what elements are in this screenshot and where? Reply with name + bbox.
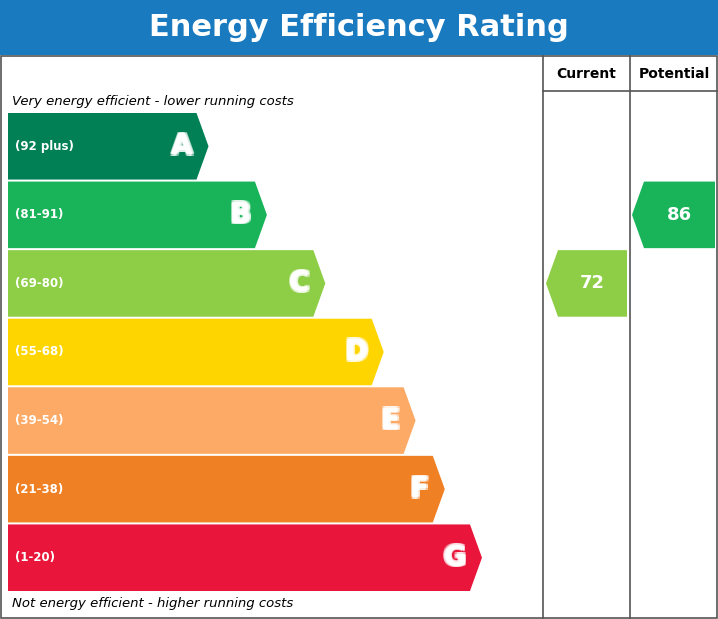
- Text: C: C: [291, 271, 311, 299]
- Text: B: B: [230, 202, 251, 230]
- Text: A: A: [171, 131, 192, 159]
- Text: (81-91): (81-91): [15, 209, 63, 222]
- Text: E: E: [382, 408, 401, 436]
- Text: D: D: [343, 338, 366, 366]
- Text: C: C: [287, 271, 308, 299]
- Text: A: A: [172, 134, 194, 162]
- Text: (1-20): (1-20): [15, 551, 55, 564]
- Text: A: A: [169, 134, 191, 162]
- Text: E: E: [381, 407, 400, 435]
- Text: B: B: [228, 199, 249, 227]
- Text: (21-38): (21-38): [15, 483, 63, 496]
- Text: F: F: [411, 474, 430, 501]
- Polygon shape: [632, 181, 715, 248]
- Text: G: G: [443, 542, 466, 570]
- Text: (92 plus): (92 plus): [15, 140, 74, 153]
- Text: B: B: [231, 201, 253, 229]
- Text: F: F: [411, 477, 430, 504]
- Text: C: C: [289, 271, 309, 299]
- Text: A: A: [171, 134, 192, 162]
- Text: 72: 72: [580, 274, 605, 292]
- Text: F: F: [411, 475, 430, 503]
- Text: E: E: [379, 407, 398, 435]
- Text: C: C: [287, 268, 308, 296]
- Text: A: A: [172, 132, 194, 160]
- Text: E: E: [382, 405, 401, 433]
- Text: G: G: [444, 542, 467, 570]
- Polygon shape: [8, 113, 208, 180]
- Text: C: C: [291, 268, 311, 296]
- Text: C: C: [289, 268, 309, 296]
- Text: D: D: [343, 339, 366, 368]
- Text: (69-80): (69-80): [15, 277, 63, 290]
- Text: D: D: [345, 338, 368, 366]
- Text: Not energy efficient - higher running costs: Not energy efficient - higher running co…: [12, 597, 293, 610]
- Text: C: C: [289, 269, 309, 297]
- Text: A: A: [169, 132, 191, 160]
- Text: G: G: [443, 545, 466, 573]
- Text: C: C: [287, 269, 308, 297]
- Polygon shape: [8, 181, 267, 248]
- Text: C: C: [291, 269, 311, 297]
- Text: E: E: [379, 408, 398, 436]
- Text: G: G: [442, 542, 465, 570]
- Text: A: A: [169, 131, 191, 159]
- Text: Very energy efficient - lower running costs: Very energy efficient - lower running co…: [12, 95, 294, 108]
- Text: F: F: [410, 475, 429, 503]
- Text: B: B: [231, 199, 253, 227]
- Text: 86: 86: [667, 206, 692, 224]
- Text: B: B: [231, 202, 253, 230]
- Text: G: G: [443, 543, 466, 572]
- Text: E: E: [381, 405, 400, 433]
- Text: F: F: [409, 477, 427, 504]
- Text: Energy Efficiency Rating: Energy Efficiency Rating: [149, 13, 569, 42]
- Text: E: E: [379, 405, 398, 433]
- Text: (55-68): (55-68): [15, 345, 64, 358]
- Polygon shape: [8, 524, 482, 591]
- Polygon shape: [546, 250, 627, 317]
- Polygon shape: [8, 456, 444, 522]
- Text: F: F: [410, 474, 429, 501]
- Text: B: B: [230, 199, 251, 227]
- Text: B: B: [230, 201, 251, 229]
- Text: E: E: [382, 407, 401, 435]
- Text: E: E: [381, 408, 400, 436]
- Text: A: A: [171, 132, 192, 160]
- Text: D: D: [345, 337, 368, 365]
- Polygon shape: [8, 250, 325, 317]
- Polygon shape: [8, 319, 383, 385]
- Text: G: G: [444, 543, 467, 572]
- Text: G: G: [444, 545, 467, 573]
- Text: D: D: [343, 337, 366, 365]
- Bar: [0, 0, 718, 55]
- Text: Potential: Potential: [638, 66, 709, 80]
- Text: F: F: [410, 477, 429, 504]
- Text: D: D: [346, 339, 369, 368]
- Text: D: D: [346, 338, 369, 366]
- Text: F: F: [409, 475, 427, 503]
- Text: G: G: [442, 543, 465, 572]
- Text: B: B: [228, 201, 249, 229]
- Polygon shape: [8, 387, 416, 454]
- Text: A: A: [172, 131, 194, 159]
- Text: F: F: [409, 474, 427, 501]
- Text: (39-54): (39-54): [15, 414, 63, 427]
- Text: D: D: [346, 337, 369, 365]
- Text: G: G: [442, 545, 465, 573]
- Text: D: D: [345, 339, 368, 368]
- Text: B: B: [228, 202, 249, 230]
- Text: Current: Current: [556, 66, 617, 80]
